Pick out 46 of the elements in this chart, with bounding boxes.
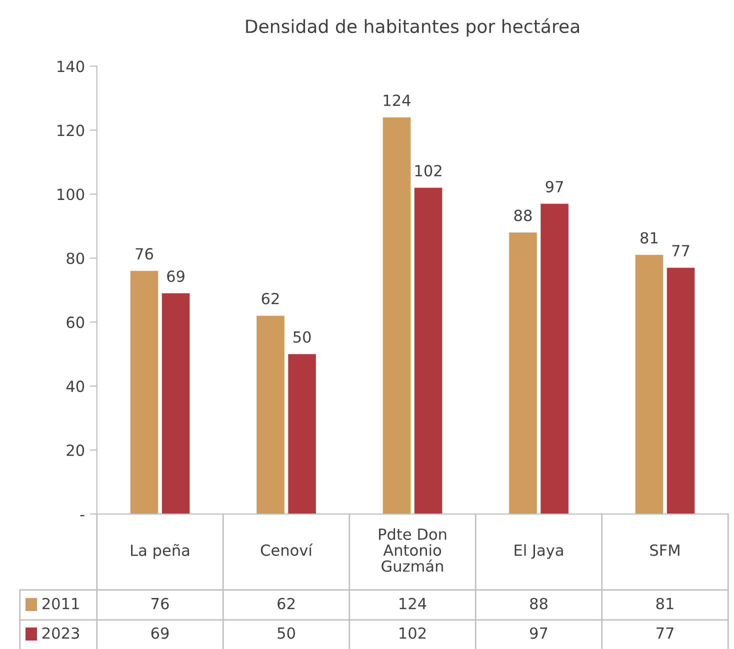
data-label: 77 bbox=[672, 245, 690, 256]
text: 81 bbox=[656, 598, 674, 610]
data-label: 81 bbox=[640, 232, 658, 244]
bar bbox=[382, 117, 411, 514]
bar bbox=[288, 354, 316, 514]
x-tick-label: Cenoví bbox=[260, 544, 313, 556]
y-tick-label: 40 bbox=[66, 380, 84, 392]
text: 77 bbox=[656, 628, 674, 639]
y-tick-label: 20 bbox=[66, 444, 84, 456]
y-tick-label: 140 bbox=[58, 60, 84, 72]
bar bbox=[666, 268, 695, 514]
bar bbox=[509, 232, 537, 514]
x-tick-label: SFM bbox=[650, 544, 680, 556]
legend-label: 2023 bbox=[42, 627, 80, 639]
data-label: 124 bbox=[384, 94, 410, 106]
bar bbox=[162, 293, 190, 514]
data-label: 97 bbox=[546, 180, 563, 192]
data-label: 102 bbox=[415, 164, 442, 176]
y-tick-label: 100 bbox=[58, 188, 84, 200]
data-label: 76 bbox=[136, 248, 153, 260]
text: 62 bbox=[278, 598, 294, 610]
text: 124 bbox=[400, 598, 426, 610]
x-tick-label: Pdte Don Antonio Guzmán bbox=[379, 528, 446, 572]
y-tick-label: 60 bbox=[66, 316, 84, 328]
y-tick-label: - bbox=[80, 515, 84, 516]
data-label: 69 bbox=[167, 270, 184, 282]
bar bbox=[540, 204, 568, 514]
legend-label: 2011 bbox=[42, 598, 79, 610]
text: 50 bbox=[278, 627, 295, 639]
chart-title: Densidad de habitantes por hectárea bbox=[246, 18, 580, 37]
text: 102 bbox=[400, 627, 426, 639]
bar bbox=[130, 270, 158, 514]
text: 88 bbox=[530, 598, 548, 610]
text: 69 bbox=[151, 627, 169, 639]
y-tick-label: 120 bbox=[58, 124, 84, 136]
data-label: 62 bbox=[262, 292, 279, 304]
x-tick-label: La peña bbox=[131, 544, 190, 560]
bar bbox=[256, 316, 284, 514]
y-tick-label: 80 bbox=[66, 252, 84, 264]
data-label: 88 bbox=[514, 210, 532, 222]
text: 97 bbox=[530, 627, 548, 639]
bar bbox=[414, 188, 442, 514]
text: 76 bbox=[152, 598, 169, 610]
x-tick-label: El Jaya bbox=[514, 544, 563, 559]
data-label: 50 bbox=[294, 331, 311, 343]
bar bbox=[635, 254, 664, 514]
